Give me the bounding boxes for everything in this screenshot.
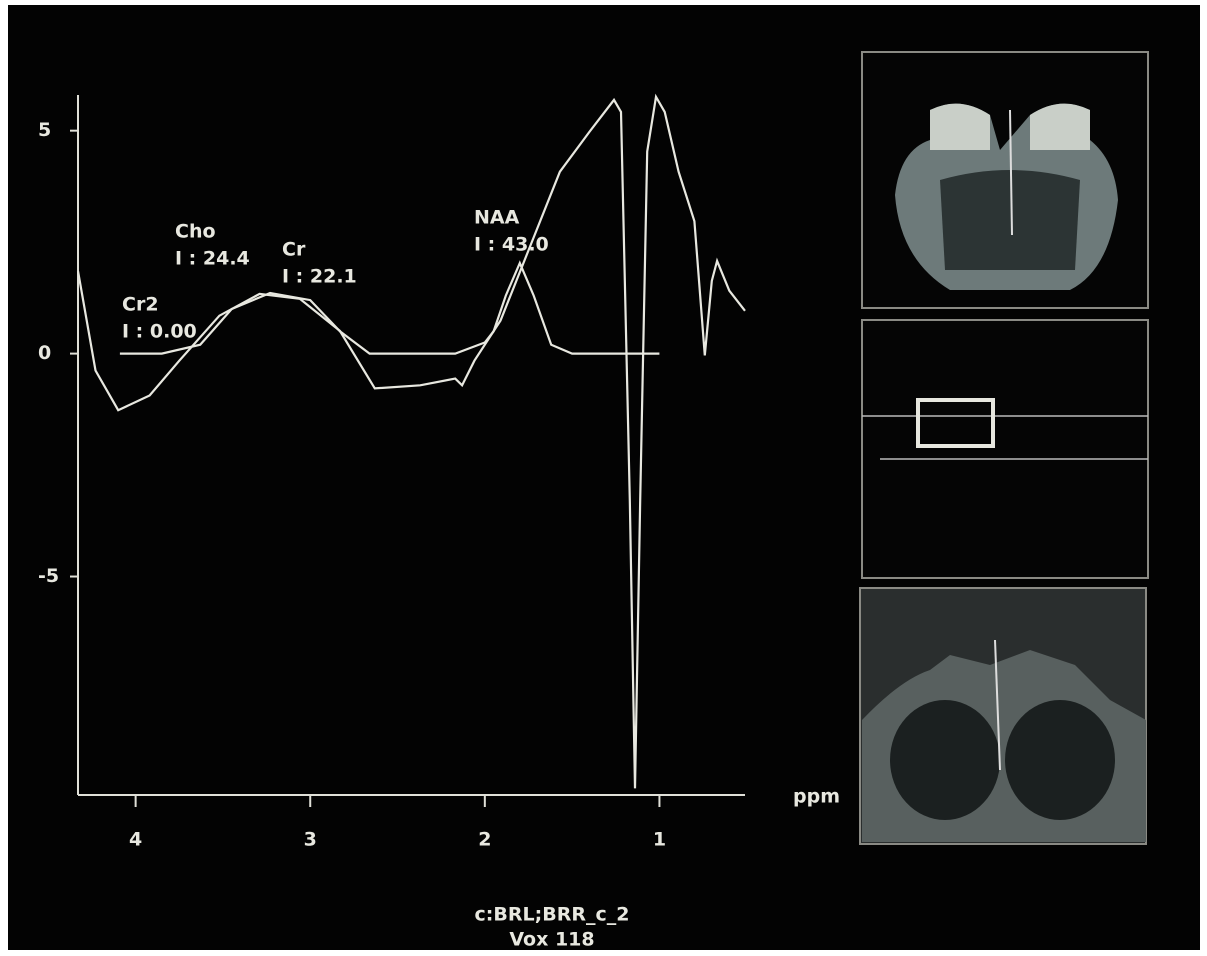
peak-name: Cho [175, 221, 216, 243]
peak-name: Cr [282, 239, 306, 261]
screen: ppm c:BRL;BRR_c_2 Vox 118 5 0 -5 4 3 2 1 Cr2 I :… [0, 0, 1207, 956]
x-tick-label: 4 [129, 829, 142, 851]
x-tick-label: 3 [304, 829, 317, 851]
page: {"chart_data": {"type": "line", "x_label… [0, 0, 1207, 956]
y-tick-label: 5 [38, 119, 51, 141]
y-tick-label: 0 [38, 342, 51, 364]
y-tick-label: -5 [38, 565, 59, 587]
image-panel [862, 52, 1148, 308]
peak-integral: I : 22.1 [282, 266, 357, 288]
x-tick-label: 1 [653, 829, 666, 851]
peak-integral: I : 0.00 [122, 321, 197, 343]
caption: Vox 118 [509, 929, 594, 951]
x-axis-label: ppm [793, 786, 840, 808]
peak-integral: I : 43.0 [474, 234, 549, 256]
caption: c:BRL;BRR_c_2 [475, 904, 630, 926]
peak-name: NAA [474, 207, 520, 229]
image-panel [860, 588, 1146, 844]
peak-integral: I : 24.4 [175, 248, 250, 270]
image-panel [862, 320, 1148, 578]
x-tick-label: 2 [478, 829, 491, 851]
peak-name: Cr2 [122, 294, 159, 316]
